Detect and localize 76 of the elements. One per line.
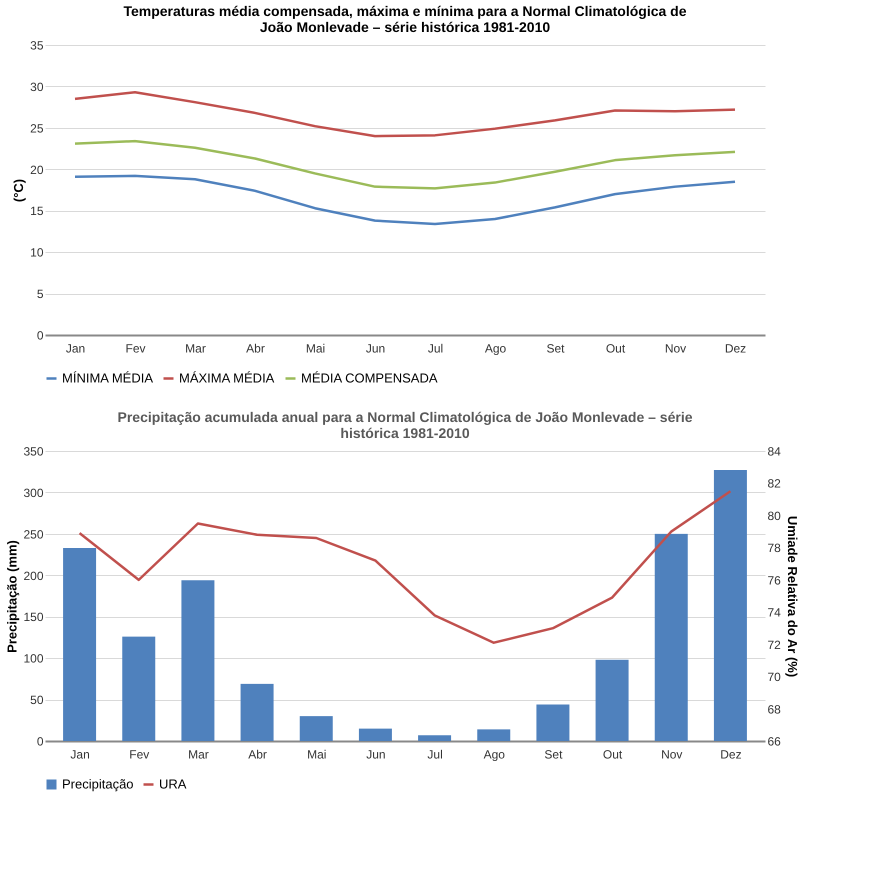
y2-tick-label: 74 — [768, 606, 782, 620]
y-tick-label: 150 — [23, 610, 44, 624]
y-tick-label: 100 — [23, 652, 44, 666]
chart-title: Temperaturas média compensada, máxima e mínima para a Normal Climatológica de João Monlevade – série histórica 1981-2010 — [123, 3, 687, 35]
x-tick-label: Jan — [66, 342, 86, 356]
y-tick-label: 15 — [30, 204, 44, 218]
legend-label: MÁXIMA MÉDIA — [179, 370, 275, 386]
x-tick-label: Fev — [125, 342, 146, 356]
x-tick-label: Mar — [188, 748, 209, 762]
y2-tick-label: 66 — [768, 734, 782, 748]
x-tick-label: Nov — [661, 748, 682, 762]
y-tick-label: 30 — [30, 80, 44, 94]
x-tick-label: Fev — [129, 748, 150, 762]
y2-tick-label: 82 — [768, 476, 782, 491]
y-tick-label: 5 — [36, 287, 44, 302]
bar — [714, 470, 747, 741]
y-axis-title: (°C) — [11, 178, 26, 202]
bar — [63, 548, 96, 741]
y-tick-label: 300 — [23, 486, 44, 500]
y2-tick-label: 78 — [768, 541, 782, 556]
y-tick-label: 10 — [30, 246, 44, 260]
y-tick-label: 25 — [30, 121, 44, 136]
x-tick-label: Set — [544, 748, 564, 762]
y-tick-label: 0 — [36, 734, 44, 748]
bar — [122, 636, 156, 741]
y-tick-label: 50 — [30, 693, 44, 708]
x-tick-label: Mai — [307, 748, 326, 762]
x-tick-label: Abr — [246, 342, 265, 356]
legend-label: Precipitação — [62, 776, 134, 792]
line-series — [74, 90, 736, 138]
x-tick-label: Jul — [428, 342, 444, 356]
bar — [300, 716, 333, 741]
y-tick-label: 200 — [23, 568, 44, 583]
y-axis-title: Precipitação (mm) — [4, 540, 20, 653]
x-tick-label: Jun — [366, 748, 386, 762]
x-tick-label: Jul — [427, 748, 443, 762]
bar — [596, 660, 629, 741]
bar — [536, 704, 570, 741]
x-tick-label: Out — [606, 342, 626, 356]
legend-label: URA — [159, 776, 187, 792]
x-tick-label: Dez — [724, 342, 746, 356]
y2-tick-label: 68 — [768, 702, 782, 716]
y2-tick-label: 76 — [768, 573, 782, 588]
y-tick-label: 35 — [30, 38, 44, 52]
x-tick-label: Ago — [484, 748, 506, 762]
y-tick-label: 350 — [23, 444, 44, 458]
x-tick-label: Abr — [248, 748, 267, 762]
legend-label: MÉDIA COMPENSADA — [301, 370, 438, 386]
x-tick-label: Jan — [70, 748, 90, 762]
legend-label: MÍNIMA MÉDIA — [62, 370, 154, 386]
bar — [181, 580, 214, 741]
bar — [654, 534, 688, 741]
bar — [240, 684, 274, 741]
y2-tick-label: 72 — [768, 638, 782, 652]
y2-tick-label: 84 — [768, 444, 782, 458]
line-series — [78, 490, 732, 644]
x-tick-label: Jun — [366, 342, 386, 356]
x-tick-label: Nov — [664, 342, 686, 356]
line-series — [74, 140, 736, 190]
x-tick-label: Mai — [306, 342, 326, 356]
x-tick-label: Out — [602, 748, 623, 762]
y2-tick-label: 70 — [768, 670, 782, 684]
y2-axis-title: Umiade Relativa do Ar (%) — [784, 516, 800, 678]
y2-tick-label: 80 — [768, 508, 782, 523]
bar — [358, 728, 392, 741]
bar — [477, 729, 510, 741]
y-tick-label: 0 — [36, 328, 44, 342]
x-tick-label: Dez — [720, 748, 742, 762]
x-tick-label: Mar — [185, 342, 206, 356]
x-tick-label: Ago — [484, 342, 506, 356]
line-series — [74, 174, 736, 226]
bar — [418, 735, 452, 741]
chart-title: Precipitação acumulada anual para a Normal Climatológica de João Monlevade – série histórica 1981-2010 — [118, 409, 693, 441]
y-tick-label: 250 — [23, 527, 44, 542]
y-tick-label: 20 — [30, 162, 44, 177]
x-tick-label: Set — [546, 342, 566, 356]
